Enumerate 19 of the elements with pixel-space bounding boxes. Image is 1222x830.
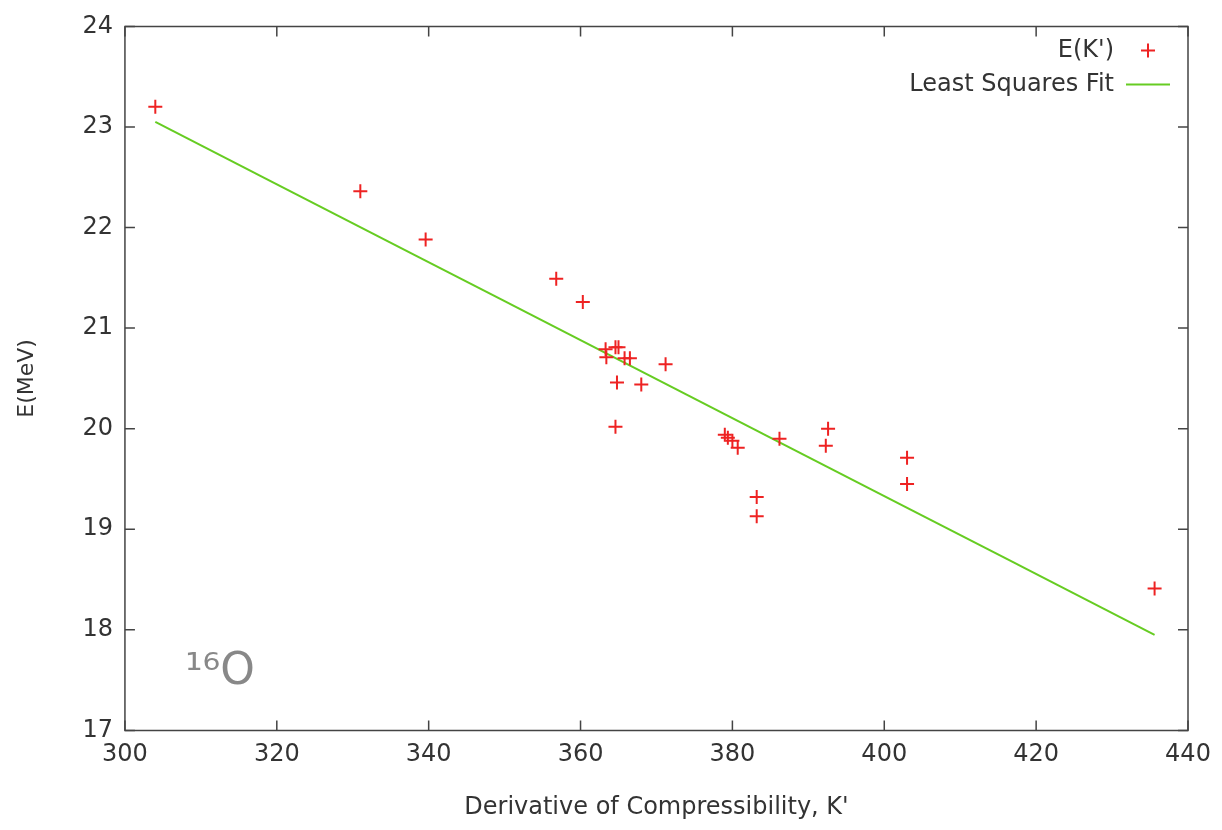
x-axis-title: Derivative of Compressibility, K' [464,791,849,820]
x-tick-label: 400 [861,739,908,768]
x-tick-label: 440 [1165,739,1211,768]
y-tick-label: 23 [82,111,113,140]
x-tick-label: 340 [405,739,452,768]
y-tick-label: 20 [82,412,113,441]
y-tick-label: 24 [82,10,113,39]
y-tick-label: 19 [82,513,113,542]
y-tick-label: 18 [82,614,113,643]
y-tick-label: 22 [82,211,113,240]
y-axis-title: E(MeV) [12,339,38,418]
legend-label: Least Squares Fit [909,68,1114,97]
x-tick-label: 380 [709,739,756,768]
x-tick-label: 360 [557,739,604,768]
annotation: ¹⁶O [184,642,255,694]
x-tick-label: 420 [1013,739,1060,768]
legend-label: E(K') [1057,34,1114,63]
y-tick-label: 21 [82,312,113,341]
x-tick-label: 320 [253,739,300,768]
